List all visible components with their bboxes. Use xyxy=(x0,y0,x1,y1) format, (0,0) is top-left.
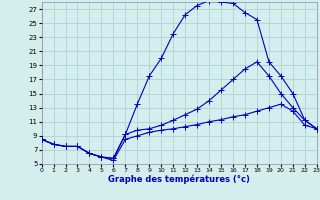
X-axis label: Graphe des températures (°c): Graphe des températures (°c) xyxy=(108,175,250,184)
